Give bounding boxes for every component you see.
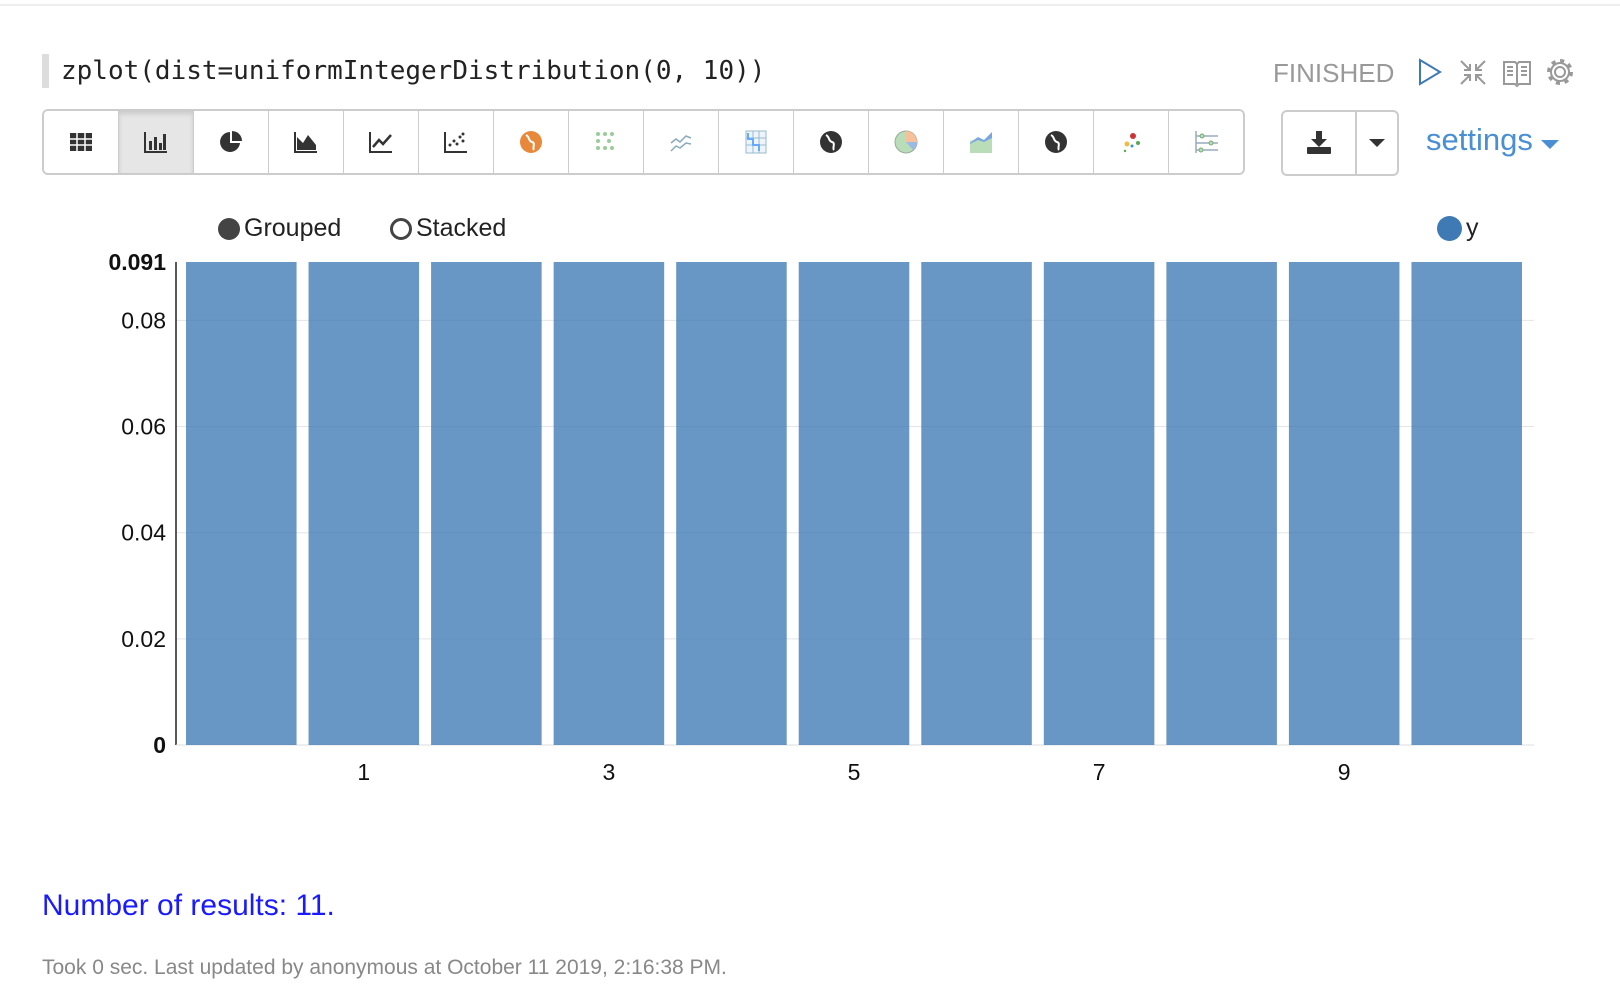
book-icon[interactable] <box>1502 56 1532 88</box>
viz-button-area-chart[interactable] <box>269 111 344 173</box>
scatter-chart-icon <box>444 132 467 153</box>
paragraph-meta: Took 0 sec. Last updated by anonymous at… <box>42 956 727 979</box>
y-tick-label: 0.06 <box>121 414 166 440</box>
radio-empty-icon <box>390 217 412 240</box>
download-dropdown-button[interactable] <box>1357 112 1397 174</box>
line-multi-icon <box>670 135 692 152</box>
viz-button-range[interactable] <box>1169 111 1243 173</box>
viz-button-scatter-chart[interactable] <box>419 111 494 173</box>
viz-button-heatmap[interactable] <box>569 111 644 173</box>
settings-label: settings <box>1426 122 1533 157</box>
grouped-option[interactable]: Grouped <box>218 214 341 243</box>
range-icon <box>1195 131 1218 153</box>
viz-button-pie-chart[interactable] <box>194 111 269 173</box>
legend-label: y <box>1466 214 1479 242</box>
settings-dropdown[interactable]: settings <box>1426 122 1560 158</box>
legend-dot-icon <box>1437 216 1462 241</box>
y-tick-label: 0.04 <box>121 520 166 546</box>
matrix-icon <box>745 130 767 154</box>
pie-chart-icon <box>220 131 242 152</box>
viz-button-line-chart[interactable] <box>344 111 419 173</box>
stacked-label: Stacked <box>416 214 507 242</box>
download-icon <box>1307 131 1331 154</box>
bar <box>921 262 1032 745</box>
bubble-icon <box>1123 133 1140 153</box>
x-tick-label: 9 <box>1338 759 1351 785</box>
bar-chart-icon <box>144 132 167 153</box>
y-tick-label: 0.08 <box>121 307 166 333</box>
viz-button-line-multi[interactable] <box>644 111 719 173</box>
paragraph: zplot(dist=uniformIntegerDistribution(0,… <box>0 4 1620 1006</box>
y-tick-label: 0.091 <box>108 249 166 275</box>
globe-icon <box>820 131 842 153</box>
bar <box>1043 262 1155 745</box>
caret-down-icon <box>1369 139 1385 147</box>
stacked-area-icon <box>970 132 992 153</box>
radio-selected-icon <box>218 217 240 240</box>
viz-button-map[interactable] <box>494 111 569 173</box>
bar <box>553 262 665 745</box>
paragraph-code[interactable]: zplot(dist=uniformIntegerDistribution(0,… <box>42 54 765 88</box>
run-icon[interactable] <box>1414 56 1444 88</box>
x-tick-label: 7 <box>1093 759 1106 785</box>
grouped-label: Grouped <box>244 214 342 242</box>
y-tick-label: 0 <box>153 732 166 758</box>
status-label: FINISHED <box>1273 58 1395 88</box>
globe-dark-icon <box>1045 131 1067 153</box>
bar-chart: 0 0.02 0.04 0.06 0.08 0.091 1 3 5 7 9 <box>108 249 1534 785</box>
legend-item-y[interactable]: y <box>1437 214 1479 243</box>
area-chart-icon <box>294 132 317 153</box>
bar <box>1166 262 1277 745</box>
caret-down-icon <box>1541 140 1560 149</box>
results-count: Number of results: 11. <box>42 889 335 922</box>
x-tick-label: 1 <box>357 759 370 785</box>
viz-button-pie[interactable] <box>869 111 944 173</box>
viz-button-bubble[interactable] <box>1094 111 1169 173</box>
pie-icon <box>894 130 918 154</box>
y-tick-label: 0.02 <box>121 626 166 652</box>
table-icon <box>70 133 92 151</box>
bar <box>1288 262 1400 745</box>
x-tick-label: 5 <box>848 759 861 785</box>
viz-button-globe[interactable] <box>794 111 869 173</box>
gear-icon[interactable] <box>1545 56 1575 88</box>
viz-button-bar-chart[interactable] <box>119 111 194 173</box>
visualization-toolbar <box>42 109 1245 175</box>
bar <box>431 262 542 745</box>
bar <box>186 262 297 745</box>
stacked-option[interactable]: Stacked <box>390 214 506 243</box>
line-chart-icon <box>369 132 392 153</box>
download-group <box>1281 110 1399 176</box>
viz-button-stacked-area[interactable] <box>944 111 1019 173</box>
collapse-icon[interactable] <box>1458 56 1488 88</box>
map-icon <box>520 131 542 153</box>
viz-button-matrix[interactable] <box>719 111 794 173</box>
bar <box>1411 262 1522 745</box>
bar <box>308 262 420 745</box>
bar <box>676 262 787 745</box>
heatmap-icon <box>596 132 614 150</box>
download-button[interactable] <box>1283 112 1357 174</box>
bar <box>798 262 910 745</box>
viz-button-globe-dark[interactable] <box>1019 111 1094 173</box>
x-tick-label: 3 <box>603 759 616 785</box>
viz-button-table[interactable] <box>44 111 119 173</box>
